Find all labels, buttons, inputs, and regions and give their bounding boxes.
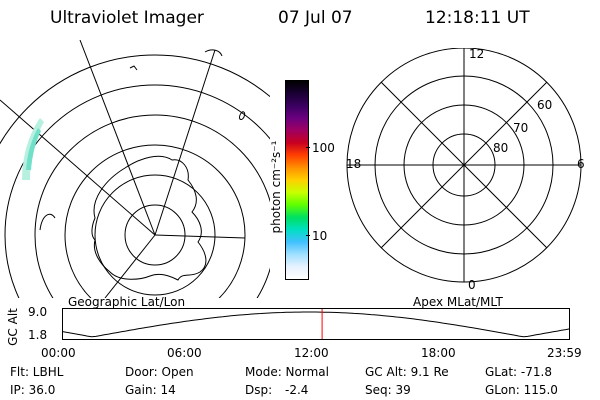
lat-circle — [124, 204, 186, 266]
lat-circle — [0, 54, 270, 145]
app-title: Ultraviolet Imager — [50, 8, 204, 28]
mlt-label-18: 18 — [346, 157, 362, 171]
meridian-line — [79, 40, 156, 236]
info-glon: GLon: 115.0 — [485, 383, 558, 397]
mlat-label-60: 60 — [537, 98, 553, 112]
geographic-panel-label: Geographic Lat/Lon — [68, 295, 186, 309]
info-seq: Seq: 39 — [365, 383, 411, 397]
mlat-label-80: 80 — [493, 141, 509, 155]
altitude-curve — [62, 311, 570, 338]
meridian-line — [154, 234, 246, 239]
lat-circle — [64, 144, 246, 298]
info-mode: Mode: Normal — [245, 365, 329, 379]
coastline-antarctica — [91, 155, 207, 281]
timeline-y-tick-min: 1.8 — [28, 328, 48, 342]
timeline-plot — [62, 308, 570, 340]
timeline-x-tick: 18:00 — [421, 346, 456, 360]
mlat-mlt-dial — [346, 48, 582, 283]
mlt-line-diagonal — [380, 81, 548, 249]
info-dsp-label: Dsp: — [245, 383, 273, 397]
timeline-frame — [62, 308, 570, 340]
lat-circle — [34, 114, 270, 298]
timeline-x-tick: 06:00 — [167, 346, 202, 360]
info-filter: Flt: LBHL — [10, 365, 64, 379]
meridian-line — [154, 49, 216, 236]
colorbar-unit-label: photon cm⁻²s⁻¹ — [269, 140, 283, 234]
colorbar — [285, 80, 309, 280]
colorbar-tick-10: 10 — [312, 229, 328, 243]
timeline-x-tick: 00:00 — [41, 346, 76, 360]
colorbar-gradient — [286, 81, 308, 279]
aurora-emission-core — [26, 128, 41, 170]
mlt-label-0: 0 — [468, 278, 476, 292]
geographic-map — [0, 40, 270, 298]
colorbar-tick-100: 100 — [312, 141, 335, 155]
timeline-y-label: GC Alt — [5, 308, 20, 346]
time-label: 12:18:11 UT — [425, 8, 530, 28]
lat-circle — [94, 174, 216, 296]
mlat-label-70: 70 — [513, 121, 529, 135]
info-dsp-value: -2.4 — [285, 383, 309, 397]
info-glat: GLat: -71.8 — [485, 365, 552, 379]
coastline-fragment — [39, 213, 56, 231]
timeline-x-tick: 23:59 — [547, 346, 582, 360]
colorbar-tick-mark — [306, 235, 310, 236]
timeline-y-tick-max: 9.0 — [28, 305, 48, 319]
timeline-x-tick: 12:00 — [294, 346, 329, 360]
lat-circle — [4, 84, 270, 298]
info-door: Door: Open — [125, 365, 194, 379]
date-label: 07 Jul 07 — [278, 8, 353, 28]
info-ip: IP: 36.0 — [10, 383, 56, 397]
meridian-line — [104, 234, 156, 298]
meridian-line — [0, 99, 156, 236]
info-gain: Gain: 14 — [125, 383, 176, 397]
mlt-label-12: 12 — [469, 47, 485, 61]
apex-panel-label: Apex MLat/MLT — [413, 295, 503, 309]
info-gc-alt: GC Alt: 9.1 Re — [365, 365, 449, 379]
mlt-label-6: 6 — [577, 157, 585, 171]
colorbar-tick-mark — [306, 147, 310, 148]
coastline-fragment — [129, 65, 138, 71]
coastline-fragment — [204, 49, 223, 57]
coastline-fragment — [239, 111, 245, 120]
